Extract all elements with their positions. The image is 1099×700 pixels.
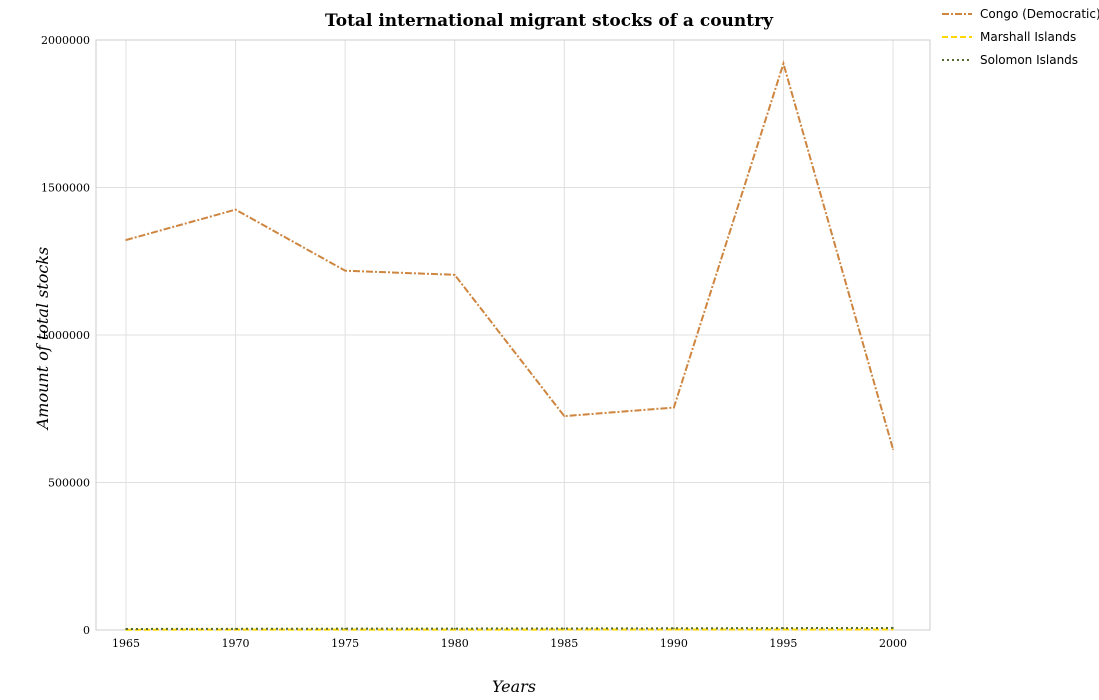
data-point (563, 627, 566, 630)
data-point (673, 627, 675, 630)
x-tick-label: 1980 (441, 637, 469, 650)
legend-label: Congo (Democratic) (980, 7, 1099, 21)
axes: 0 500000 1000000 1500000 2000000 1965 1970 1975… (41, 34, 931, 650)
y-axis-label: Amount of total stocks (33, 247, 52, 432)
data-point (782, 62, 785, 65)
data-point (453, 274, 456, 276)
data-point (453, 627, 456, 630)
data-point (782, 628, 785, 631)
data-point (125, 628, 127, 630)
x-tick-label: 1990 (660, 637, 688, 650)
data-point (892, 448, 894, 450)
plot-frame (95, 39, 931, 631)
x-tick-label: 1995 (769, 637, 797, 650)
x-axis-label: Years (492, 677, 536, 696)
x-tick-label: 1985 (550, 637, 578, 650)
data-point (782, 627, 785, 629)
data-point (563, 415, 566, 417)
data-point (344, 269, 346, 272)
x-tick-label: 2000 (879, 637, 907, 650)
data-point (234, 208, 237, 211)
legend: Congo (Democratic) Marshall Islands Solomo… (942, 7, 1099, 67)
y-tick-label: 500000 (48, 477, 90, 490)
data-point (892, 628, 894, 631)
data-point (892, 627, 894, 629)
grid (96, 39, 930, 631)
chart-title: Total international migrant stocks of a … (325, 11, 774, 31)
series-line-congo-democratic (125, 60, 894, 450)
series-group (125, 60, 894, 631)
legend-label: Solomon Islands (980, 53, 1078, 67)
y-tick-label: 1000000 (41, 329, 90, 342)
data-point (125, 239, 127, 241)
data-point (234, 628, 237, 630)
y-tick-label: 0 (83, 624, 90, 637)
data-point (344, 627, 346, 630)
x-tick-label: 1970 (222, 637, 250, 650)
y-tick-label: 1500000 (41, 182, 90, 195)
x-tick-label: 1965 (112, 637, 140, 650)
data-point (673, 406, 675, 409)
x-tick-label: 1975 (331, 637, 359, 650)
data-point (673, 628, 675, 631)
legend-label: Marshall Islands (980, 30, 1076, 44)
y-tick-label: 2000000 (41, 34, 90, 47)
